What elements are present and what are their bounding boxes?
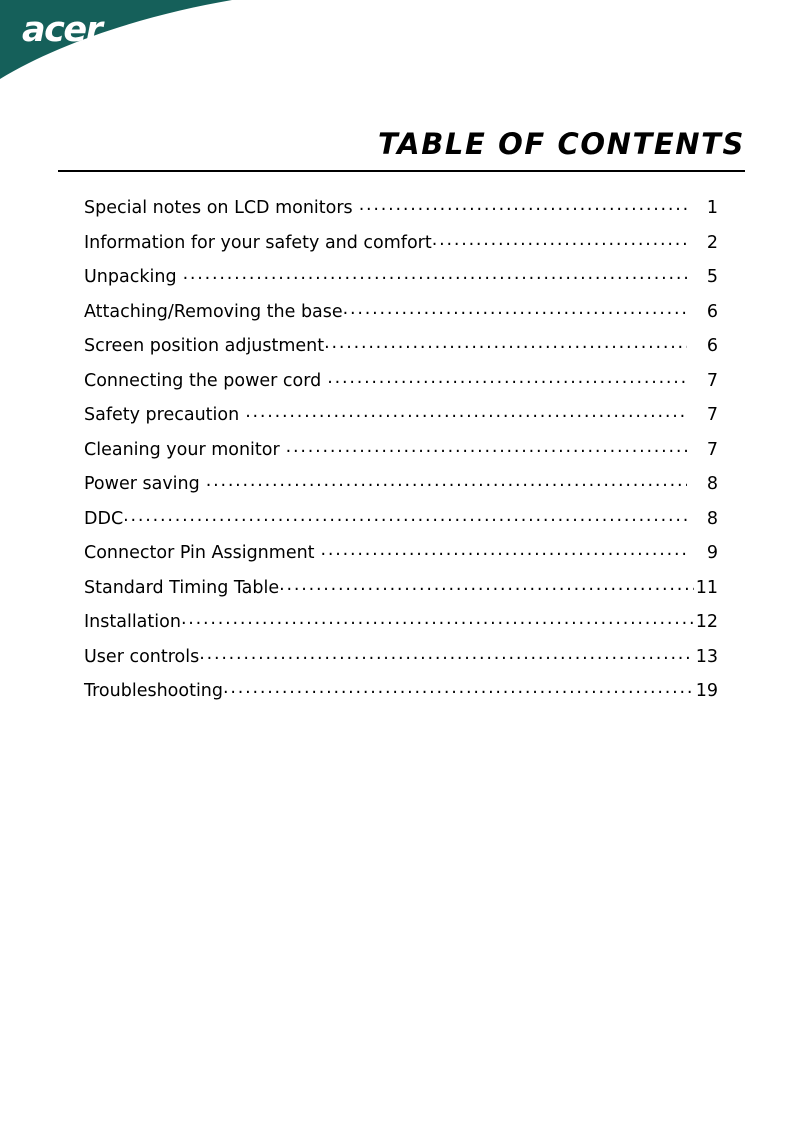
toc-entry-label: Special notes on LCD monitors <box>84 198 353 218</box>
toc-dot-leader <box>327 368 687 388</box>
toc-entry[interactable]: Installation 12 <box>84 612 718 647</box>
toc-entry-label: Connector Pin Assignment <box>84 543 315 563</box>
toc-entry-page-number: 6 <box>706 301 718 322</box>
toc-entry-label: DDC <box>84 508 124 529</box>
banner-curve-shape <box>0 0 232 79</box>
toc-dot-leader <box>245 402 687 422</box>
toc-entry-label: Installation <box>84 612 181 632</box>
toc-dot-leader <box>206 471 687 491</box>
toc-entry-page-number: 8 <box>706 474 718 494</box>
toc-entry-page-number: 6 <box>706 336 718 356</box>
toc-entry[interactable]: Troubleshooting 19 <box>84 681 718 716</box>
toc-dot-leader <box>279 575 694 595</box>
toc-entry-page-number: 1 <box>706 198 718 218</box>
toc-dot-leader <box>359 195 687 215</box>
header-banner: acer <box>0 0 802 110</box>
toc-dot-leader <box>324 333 687 353</box>
toc-entry-page-number: 2 <box>706 232 718 253</box>
title-underline-rule <box>58 170 745 172</box>
toc-entry-page-number: 19 <box>695 681 718 701</box>
toc-dot-leader <box>199 644 694 664</box>
toc-entry[interactable]: Power saving 8 <box>84 474 718 509</box>
toc-entry-page-number: 5 <box>706 267 718 287</box>
toc-entry-label: Information for your safety and comfort <box>84 232 432 253</box>
toc-entry[interactable]: Unpacking 5 <box>84 267 718 302</box>
toc-entry[interactable]: Screen position adjustment 6 <box>84 336 718 371</box>
toc-entry-page-number: 9 <box>706 543 718 563</box>
toc-entry-label: Troubleshooting <box>84 681 224 701</box>
toc-dot-leader <box>286 437 687 457</box>
toc-entry-label: Attaching/Removing the base <box>84 301 343 322</box>
toc-dot-leader <box>123 506 687 526</box>
toc-dot-leader <box>223 678 694 698</box>
toc-entry[interactable]: Information for your safety and comfort 2 <box>84 233 718 268</box>
toc-entry-label: Cleaning your monitor <box>84 439 280 460</box>
acer-logo: acer <box>22 10 103 50</box>
toc-entry[interactable]: Connector Pin Assignment 9 <box>84 543 718 578</box>
toc-entry-label: Connecting the power cord <box>84 370 322 391</box>
toc-dot-leader <box>183 264 687 284</box>
toc-entry-page-number: 7 <box>706 370 718 391</box>
toc-entry-page-number: 8 <box>706 508 718 529</box>
toc-entry[interactable]: User controls 13 <box>84 647 718 682</box>
toc-entry[interactable]: Standard Timing Table 11 <box>84 578 718 613</box>
toc-entry[interactable]: Cleaning your monitor 7 <box>84 440 718 475</box>
toc-entry-page-number: 11 <box>695 577 718 598</box>
toc-entry[interactable]: Special notes on LCD monitors 1 <box>84 198 718 233</box>
toc-dot-leader <box>181 609 694 629</box>
toc-entry[interactable]: DDC 8 <box>84 509 718 544</box>
toc-entry-label: Standard Timing Table <box>84 577 280 598</box>
toc-entry[interactable]: Connecting the power cord 7 <box>84 371 718 406</box>
toc-entry[interactable]: Safety precaution 7 <box>84 405 718 440</box>
toc-dot-leader <box>343 299 687 319</box>
toc-entry-page-number: 13 <box>695 646 718 667</box>
toc-entry-page-number: 7 <box>706 439 718 460</box>
toc-dot-leader <box>432 230 687 250</box>
page-title: TABLE OF CONTENTS <box>378 127 745 161</box>
toc-entry-label: Unpacking <box>84 267 177 287</box>
toc-entry[interactable]: Attaching/Removing the base 6 <box>84 302 718 337</box>
toc-entry-page-number: 12 <box>695 612 718 632</box>
toc-dot-leader <box>321 540 687 560</box>
toc-entry-label: Safety precaution <box>84 405 240 425</box>
toc-entry-label: User controls <box>84 646 200 667</box>
toc-entry-page-number: 7 <box>706 405 718 425</box>
toc-entry-label: Power saving <box>84 474 200 494</box>
table-of-contents-list: Special notes on LCD monitors 1 Informatio… <box>84 198 718 716</box>
toc-entry-label: Screen position adjustment <box>84 336 325 356</box>
